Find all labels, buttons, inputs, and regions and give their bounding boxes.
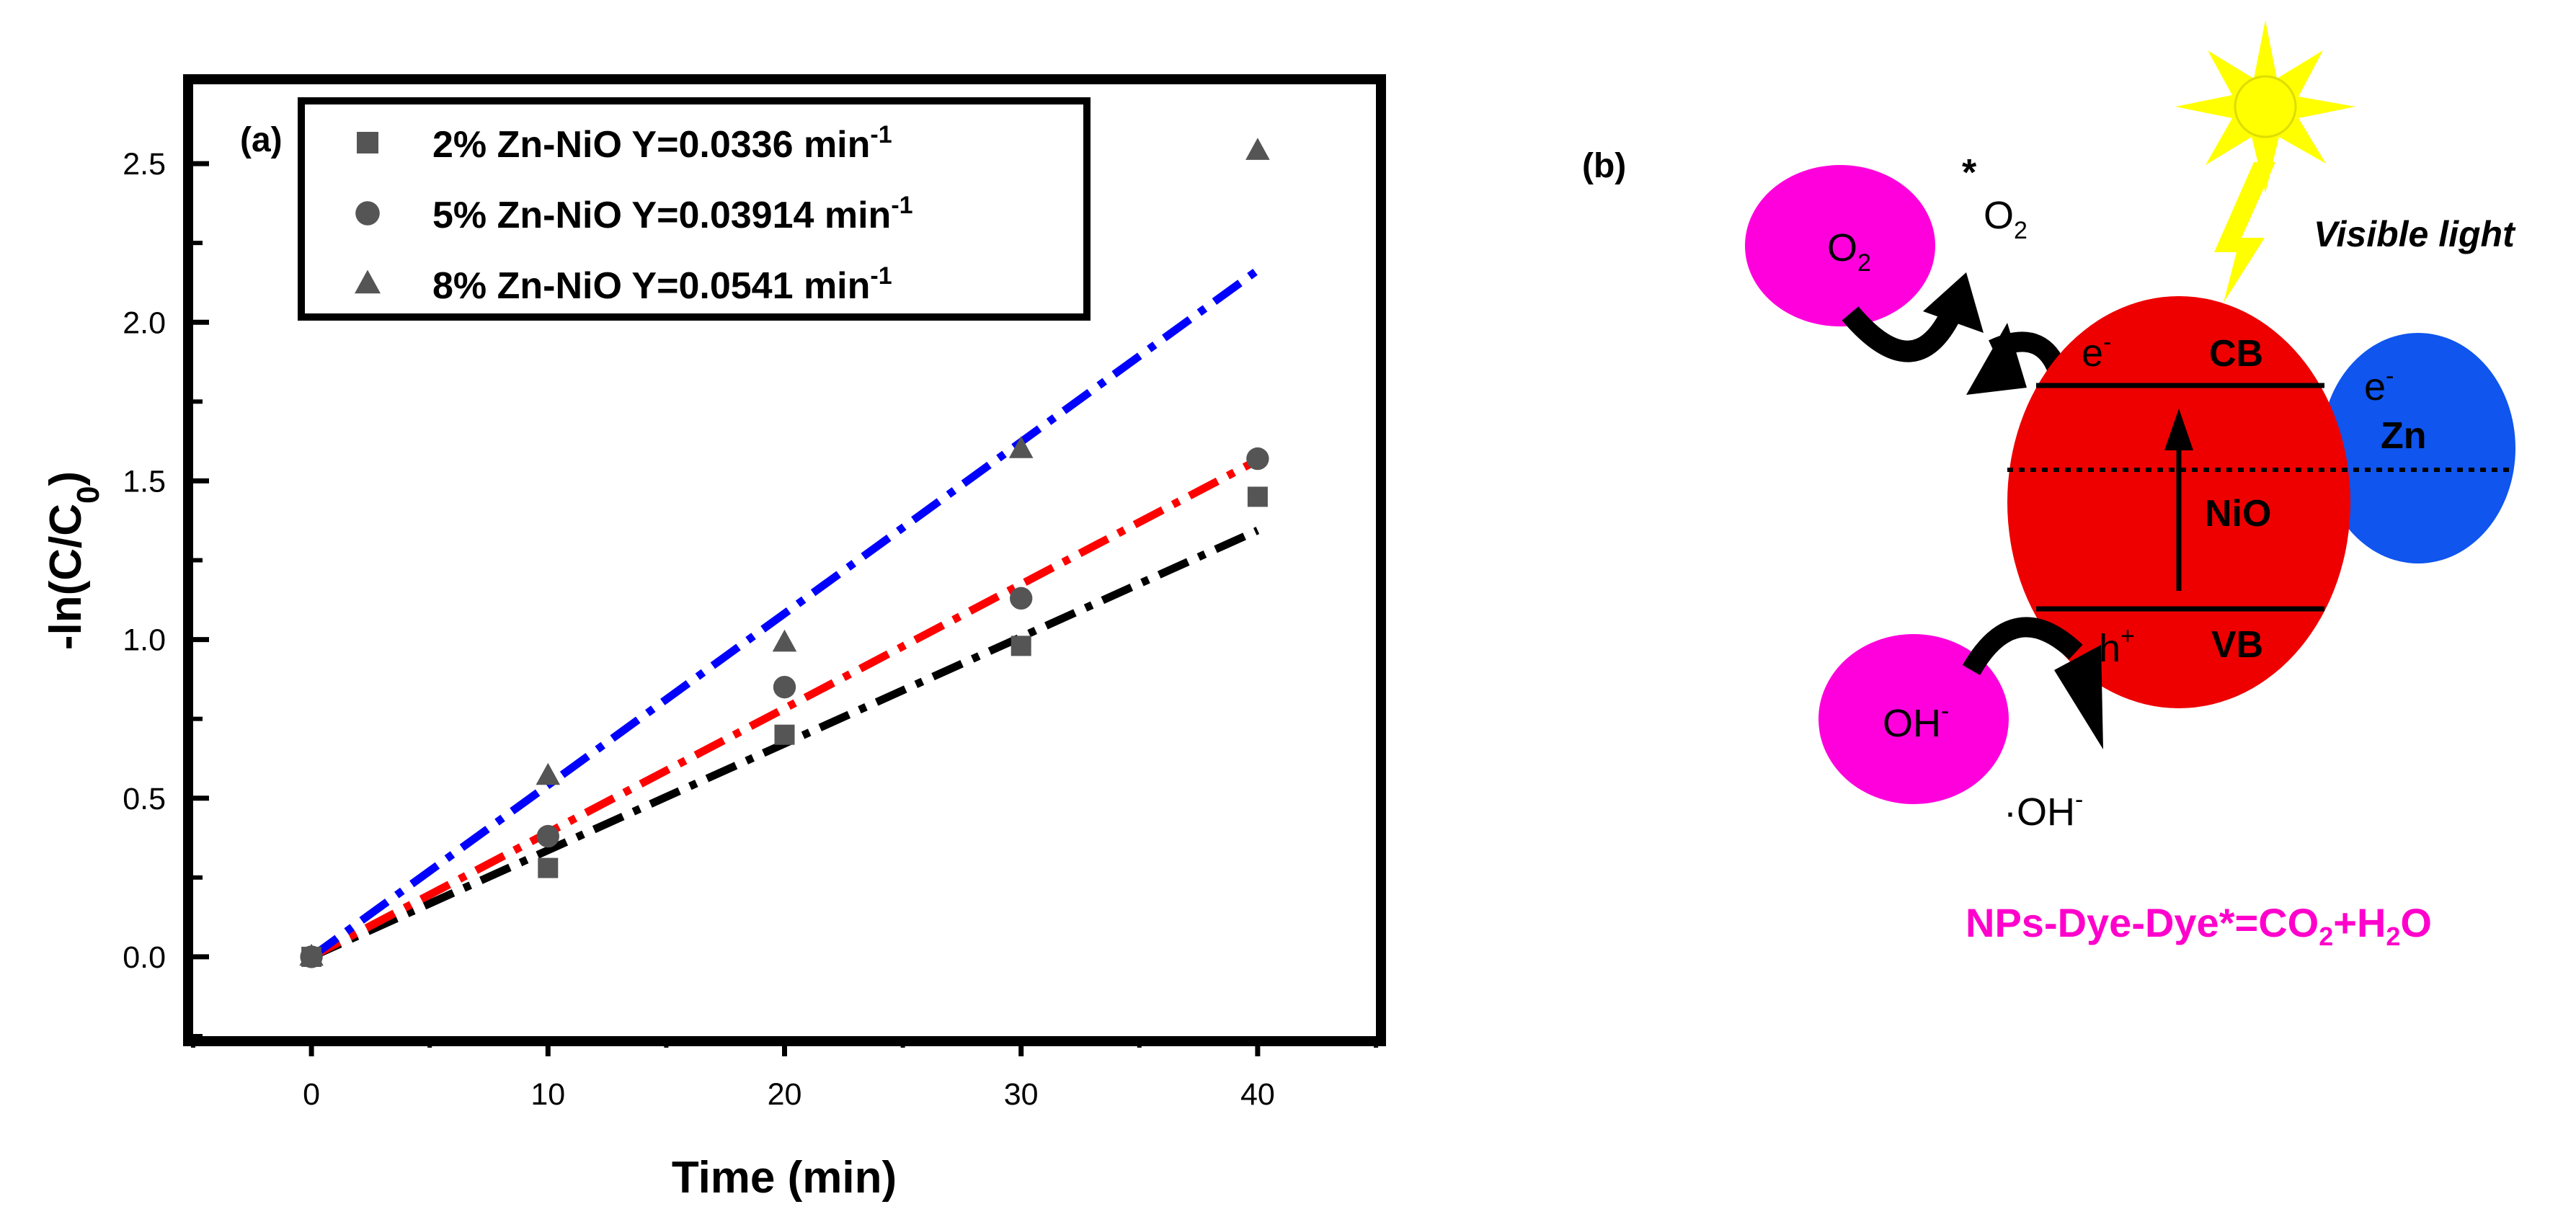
hydroxide-blob [1818, 634, 2009, 804]
fit-lines [308, 267, 1261, 960]
legend-entry-2: 5% Zn-NiO Y=0.03914 min-1 [432, 192, 913, 236]
panel-b-label: (b) [1582, 147, 1626, 185]
y-axis-label: -ln(C/C0) [41, 471, 106, 650]
zn-nanoparticle [2321, 333, 2515, 563]
x-tick-label: 30 [1004, 1077, 1039, 1112]
oh-label: OH- [1883, 697, 1949, 745]
superoxide-star: * [1962, 152, 1977, 194]
vb-hole-label: h+ [2099, 623, 2135, 670]
y-tick-label: 1.5 [123, 464, 166, 499]
legend-entry-1: 2% Zn-NiO Y=0.0336 min-1 [432, 121, 892, 166]
legend-marker-square [357, 132, 378, 153]
y-axis-ticks: 0.0 0.5 1.0 1.5 2.0 2.5 [123, 147, 209, 1038]
data-point-circle [1246, 447, 1269, 471]
y-tick-label: 0.5 [123, 782, 166, 816]
legend: 2% Zn-NiO Y=0.0336 min-1 5% Zn-NiO Y=0.0… [298, 97, 1091, 321]
data-point-triangle [536, 762, 561, 785]
data-markers [299, 138, 1270, 968]
y-tick-label: 2.0 [123, 306, 166, 340]
fit-line-8-zn-nio [308, 267, 1261, 960]
legend-markers [355, 132, 381, 294]
legend-entry-3: 8% Zn-NiO Y=0.0541 min-1 [432, 262, 892, 307]
superoxide-label: O2 [1984, 194, 2028, 244]
data-point-circle [536, 824, 559, 848]
vb-label: VB [2211, 624, 2263, 666]
reaction-equation: NPs-Dye-Dye*=CO2+H2O [1966, 900, 2432, 951]
chart-panel: 0.00.51.01.52.02.5 0 10 20 30 40 Time (min) … [41, 74, 1386, 1203]
x-tick-label: 0 [303, 1077, 320, 1112]
visible-light-label: Visible light [2314, 214, 2516, 254]
legend-marker-triangle [355, 269, 381, 294]
zn-label: Zn [2381, 415, 2427, 457]
o2-label: O2 [1827, 226, 1871, 277]
x-tick-label: 40 [1240, 1077, 1275, 1112]
data-point-triangle [1245, 138, 1270, 160]
excitation-arrow-icon [2164, 409, 2193, 591]
data-point-triangle [772, 629, 797, 652]
data-point-circle [1010, 587, 1033, 610]
legend-marker-circle [355, 201, 380, 226]
curved-arrow-icon [1962, 617, 2103, 749]
zn-electron-label: e- [2364, 362, 2394, 409]
data-point-square [1247, 486, 1268, 507]
oxygen-molecule-blob [1745, 165, 1935, 326]
data-point-square [774, 724, 795, 745]
panel-a-label: (a) [240, 121, 283, 159]
nio-label: NiO [2205, 493, 2271, 535]
hydroxyl-radical-label: ·OH- [2004, 786, 2083, 834]
schematic-panel: (b) Visible light O2 * O2 [1582, 20, 2516, 951]
lightning-icon [2214, 162, 2275, 303]
cb-label: CB [2209, 333, 2263, 375]
data-point-triangle [299, 943, 324, 966]
y-tick-label: 2.5 [123, 147, 166, 182]
data-point-square [1011, 636, 1031, 656]
x-axis-label: Time (min) [672, 1153, 897, 1203]
x-tick-label: 10 [530, 1077, 565, 1112]
data-point-circle [773, 675, 796, 699]
data-point-square [538, 857, 559, 878]
x-tick-label: 20 [768, 1077, 802, 1112]
fit-line-5-zn-nio [309, 456, 1260, 960]
y-tick-label: 0.0 [123, 940, 166, 975]
x-axis-ticks: 0 10 20 30 40 [191, 1036, 1378, 1112]
y-tick-label: 1.0 [123, 623, 166, 658]
legend-box [298, 97, 1091, 321]
curved-arrow-icon [1842, 272, 1984, 362]
data-point-triangle [1008, 436, 1034, 458]
cb-electron-label: e- [2082, 329, 2111, 375]
sun-icon [2175, 20, 2355, 193]
